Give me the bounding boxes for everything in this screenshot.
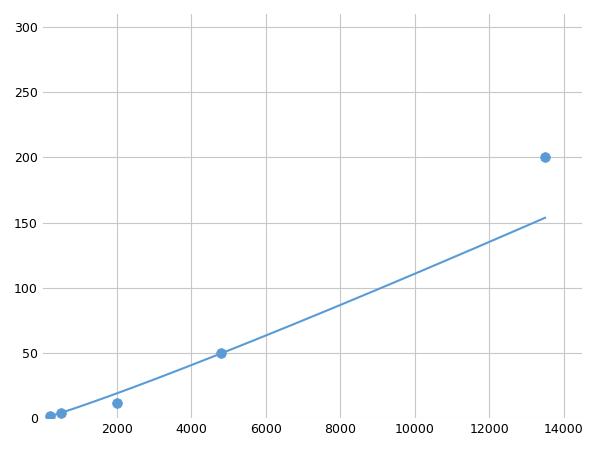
Point (112, 399, 122, 406)
Point (45, 412, 55, 419)
Point (217, 350, 226, 357)
Point (56, 410, 66, 417)
Point (540, 154, 550, 161)
